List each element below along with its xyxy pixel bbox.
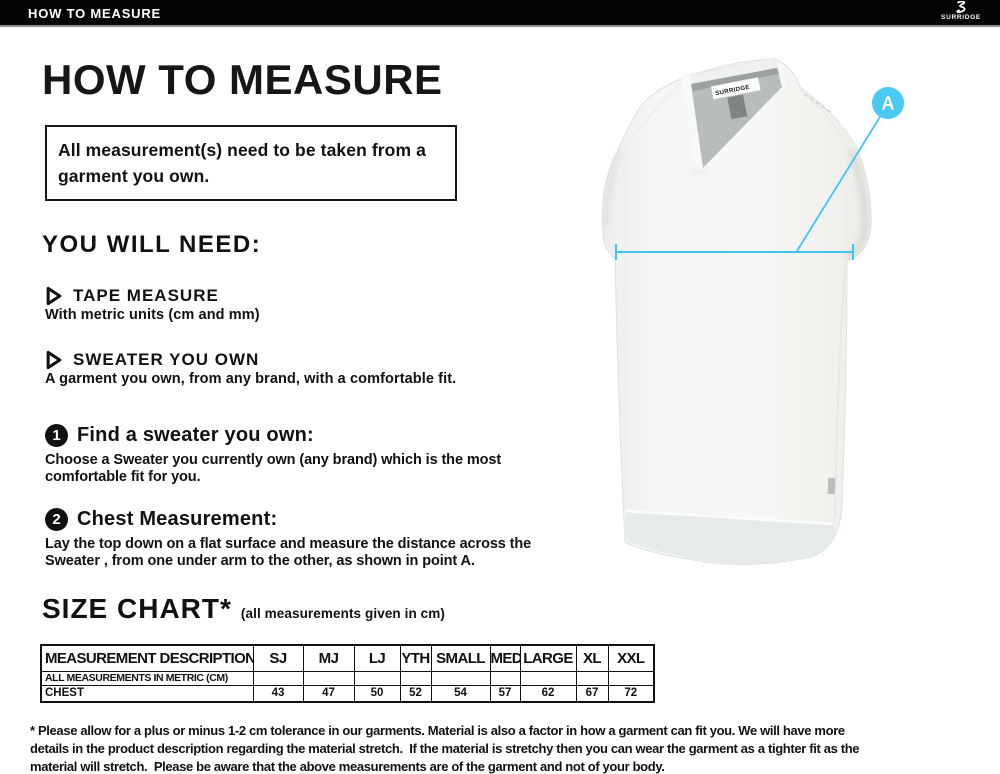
you-will-need-heading: YOU WILL NEED: — [42, 231, 262, 258]
step-description: Lay the top down on a flat surface and m… — [45, 536, 532, 569]
column-header: XXL — [607, 644, 655, 672]
table-cell: 67 — [575, 684, 609, 703]
table-cell: 72 — [607, 684, 655, 703]
column-header: XL — [575, 644, 609, 672]
step-title: Find a sweater you own: — [77, 424, 314, 446]
table-cell — [607, 670, 655, 686]
table-cell — [575, 670, 609, 686]
sweater-garment: SURRIDGE — [602, 57, 872, 565]
table-row: ALL MEASUREMENTS IN METRIC (CM) — [40, 670, 655, 686]
sweater-diagram: SURRIDGE A — [602, 57, 904, 565]
waistband — [626, 511, 836, 564]
column-header: SJ — [252, 644, 304, 672]
top-bar: HOW TO MEASURE SURRIDGE — [0, 0, 1000, 27]
column-header: LJ — [353, 644, 401, 672]
footnote: * Please allow for a plus or minus 1-2 c… — [30, 723, 863, 774]
triangle-bullet-icon — [46, 286, 62, 306]
table-cell: 54 — [430, 684, 491, 703]
table-row: CHEST 43 47 50 52 54 57 62 67 72 — [40, 684, 655, 703]
care-tag — [727, 94, 748, 120]
size-chart-title: SIZE CHART* — [42, 593, 232, 624]
column-header: MEASUREMENT DESCRIPTION — [40, 644, 254, 672]
size-chart-subtitle: (all measurements given in cm) — [240, 606, 445, 621]
column-header: MED — [489, 644, 521, 672]
size-chart-table: MEASUREMENT DESCRIPTION SJ MJ LJ YTH SMA… — [40, 644, 655, 703]
vneck-bottom-shadow — [691, 164, 710, 175]
size-chart-heading: SIZE CHART* (all measurements given in cm… — [42, 593, 445, 625]
table-cell — [489, 670, 521, 686]
raglan-seam — [622, 78, 685, 150]
table-cell: 57 — [489, 684, 521, 703]
measurement-line — [615, 103, 889, 260]
page-title: HOW TO MEASURE — [42, 56, 443, 103]
column-header: LARGE — [519, 644, 577, 672]
column-header: YTH — [399, 644, 432, 672]
table-cell — [353, 670, 401, 686]
side-piping-seam — [834, 264, 846, 517]
topbar-title: HOW TO MEASURE — [28, 6, 162, 21]
step-number-badge: 2 — [45, 508, 68, 531]
row-label: CHEST — [40, 684, 254, 703]
need-item-desc: With metric units (cm and mm) — [45, 307, 260, 323]
table-cell: 47 — [302, 684, 355, 703]
step-description: Choose a Sweater you currently own (any … — [45, 452, 502, 485]
armhole-shadow — [603, 151, 622, 228]
row-label: ALL MEASUREMENTS IN METRIC (CM) — [40, 670, 254, 686]
hem-tag — [827, 477, 836, 495]
table-cell: 50 — [353, 684, 401, 703]
point-a-label: A — [882, 94, 895, 114]
collar-inner-shadow — [691, 68, 779, 91]
armhole-shadow — [843, 149, 869, 261]
waistband-piping — [625, 509, 833, 526]
surridge-logo-icon — [956, 1, 966, 14]
brand-name: SURRIDGE — [941, 14, 981, 21]
step-title: Chest Measurement: — [77, 508, 278, 530]
table-cell — [519, 670, 577, 686]
triangle-bullet-icon — [46, 350, 62, 370]
column-header: SMALL — [430, 644, 491, 672]
need-item-label: SWEATER YOU OWN — [73, 350, 260, 369]
table-cell — [252, 670, 304, 686]
need-item-tape-measure: TAPE MEASURE With metric units (cm and m… — [45, 286, 260, 323]
step-1: 1 Find a sweater you own: Choose a Sweat… — [45, 424, 550, 486]
need-item-sweater: SWEATER YOU OWN A garment you own, from … — [45, 350, 456, 387]
table-cell — [430, 670, 491, 686]
table-cell: 62 — [519, 684, 577, 703]
table-cell: 43 — [252, 684, 304, 703]
table-header-row: MEASUREMENT DESCRIPTION SJ MJ LJ YTH SMA… — [40, 644, 655, 672]
table-cell — [399, 670, 432, 686]
step-number-badge: 1 — [45, 424, 68, 447]
need-item-desc: A garment you own, from any brand, with … — [45, 371, 457, 387]
column-header: MJ — [302, 644, 355, 672]
table-cell: 52 — [399, 684, 432, 703]
table-cell — [302, 670, 355, 686]
point-a-marker: A — [872, 87, 904, 119]
neck-label: SURRIDGE — [710, 77, 761, 120]
step-2: 2 Chest Measurement: Lay the top down on… — [45, 508, 550, 570]
shoulder-stitching — [803, 93, 833, 114]
notice-box: All measurement(s) need to be taken from… — [45, 125, 457, 201]
brand-logo: SURRIDGE — [934, 1, 988, 21]
need-item-label: TAPE MEASURE — [73, 286, 219, 305]
